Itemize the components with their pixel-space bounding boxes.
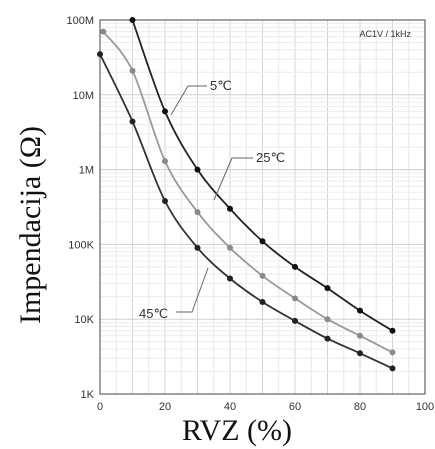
series-line [102,31,393,354]
series-45c [97,51,396,372]
data-point [389,349,396,356]
data-point [292,295,298,302]
annotation-leader [170,85,207,116]
condition-label: AC1V / 1kHz [359,29,411,39]
data-point [227,244,233,251]
y-tick-label: 1M [79,165,94,177]
annotation-leader [213,157,253,201]
data-point [389,327,396,334]
data-point [259,272,266,279]
y-tick-label: 100M [66,15,94,27]
data-point [129,118,136,125]
data-point [162,158,168,165]
data-point [259,298,266,305]
y-axis-title: Impendacija (Ω) [14,126,47,324]
data-point [227,205,233,212]
data-point [357,332,363,339]
x-tick-label: 40 [224,401,236,413]
y-tick-label: 1K [81,389,95,401]
x-tick-label: 60 [289,401,301,413]
data-point [129,17,136,23]
x-tick-label: 100 [416,401,434,413]
data-point [324,335,331,342]
series-line [99,53,393,370]
grid [100,20,425,394]
data-point [162,198,168,205]
annotation-label: 25℃ [256,150,285,165]
data-point [194,244,201,251]
data-point [194,166,201,173]
data-point [357,307,363,314]
y-tick-label: 10M [73,90,94,102]
data-point [100,28,107,35]
data-point [357,350,363,357]
data-point [292,263,298,270]
tick-labels: 0 20 40 60 80 100 1K 10K 100K 1M 10M 100M [66,15,434,413]
data-point [324,285,331,292]
annotation-leader [176,267,209,313]
data-point [324,316,331,323]
series-25c [100,28,396,356]
x-tick-label: 80 [354,401,366,413]
data-point [389,365,396,372]
series-layer [97,17,396,372]
data-point [129,67,136,74]
y-tick-label: 10K [74,314,94,326]
y-tick-label: 100K [68,239,94,251]
data-point [97,51,103,58]
data-point [194,209,201,216]
annotation-label: 45℃ [139,306,168,321]
data-point [259,238,266,245]
data-point [227,275,233,282]
x-tick-label: 0 [97,401,103,413]
data-point [162,108,168,115]
series-5c [129,17,396,334]
data-point [292,317,298,324]
annotations: 5℃ 25℃ 45℃ [139,78,285,321]
x-tick-label: 20 [159,401,171,413]
plot-frame [99,19,426,395]
x-axis-title: RVZ (%) [182,414,292,447]
annotation-label: 5℃ [210,78,232,93]
